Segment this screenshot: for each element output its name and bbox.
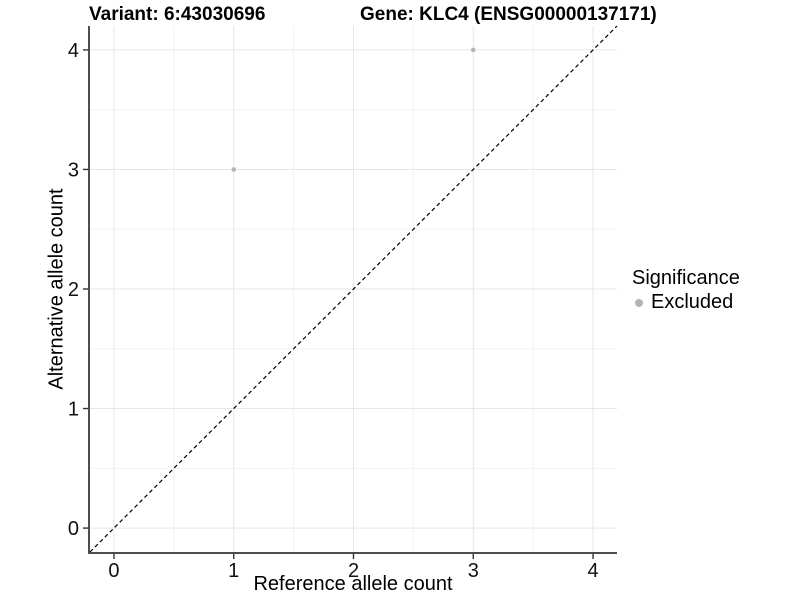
x-tick-label: 0 xyxy=(108,560,119,582)
x-tick-label: 3 xyxy=(468,560,479,582)
data-point xyxy=(231,167,237,172)
data-point xyxy=(470,47,476,53)
y-tick-label: 3 xyxy=(68,159,79,181)
plot-title-gene: Gene: KLC4 (ENSG00000137171) xyxy=(360,4,657,25)
x-tick-label: 2 xyxy=(348,560,359,582)
x-tick-label: 1 xyxy=(228,560,239,582)
y-tick-label: 1 xyxy=(68,399,79,421)
y-axis-title: Alternative allele count xyxy=(45,188,68,390)
legend-item-excluded: Excluded xyxy=(632,291,740,314)
legend-title: Significance xyxy=(632,267,740,289)
legend-key-dot-icon xyxy=(635,298,643,307)
plot-title-variant: Variant: 6:43030696 xyxy=(89,4,266,25)
x-tick-label: 4 xyxy=(587,560,598,582)
y-tick-label: 4 xyxy=(68,40,79,62)
identity-reference-line xyxy=(89,25,618,553)
y-tick-label: 0 xyxy=(68,518,79,540)
y-tick-label: 2 xyxy=(68,279,79,301)
x-axis-title: Reference allele count xyxy=(253,573,453,595)
legend: Significance Excluded xyxy=(632,267,740,314)
legend-item-label: Excluded xyxy=(651,291,734,313)
